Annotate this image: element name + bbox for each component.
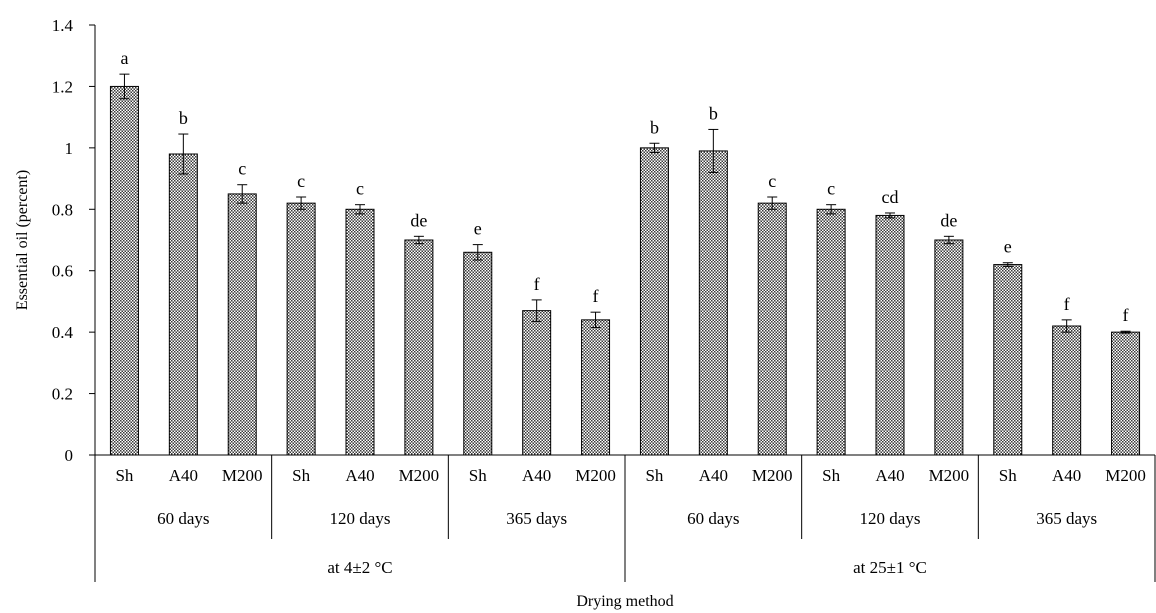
temperature-label: at 4±2 °C — [327, 558, 392, 577]
significance-letter: de — [940, 210, 957, 230]
period-label: 365 days — [1036, 509, 1097, 528]
bar — [463, 251, 493, 456]
significance-letter: b — [650, 117, 659, 137]
x-tick-label: M200 — [222, 466, 263, 485]
x-tick-label: A40 — [522, 466, 551, 485]
x-tick-label: Sh — [822, 466, 840, 485]
bar — [227, 193, 257, 456]
x-tick-label: A40 — [699, 466, 728, 485]
bar — [1111, 331, 1141, 456]
y-tick-label: 0.8 — [52, 200, 73, 219]
y-tick-label: 0.2 — [52, 385, 73, 404]
bar — [345, 208, 375, 456]
significance-letter: c — [238, 159, 246, 179]
significance-letter: f — [1123, 305, 1129, 325]
significance-letter: de — [410, 210, 427, 230]
period-label: 60 days — [157, 509, 209, 528]
significance-letter: f — [593, 286, 599, 306]
y-axis: 0 0.2 0.4 0.6 0.8 1 1.2 1.4 — [52, 16, 96, 465]
y-tick-label: 1.2 — [52, 77, 73, 96]
bar — [639, 147, 669, 456]
bar — [109, 85, 139, 456]
period-label: 60 days — [687, 509, 739, 528]
significance-letter: a — [120, 48, 128, 68]
x-tick-label: M200 — [1105, 466, 1146, 485]
x-tick-label: Sh — [999, 466, 1017, 485]
y-axis-label: Essential oil (percent) — [14, 170, 31, 310]
significance-letter: f — [1064, 294, 1070, 314]
x-tick-label: A40 — [169, 466, 198, 485]
x-axis: Sh A40 M200 60 days Sh A40 M200 120 days Sh A40 M2… — [94, 454, 1156, 582]
significance-letter: f — [534, 274, 540, 294]
significance-letter: c — [768, 171, 776, 191]
period-label: 120 days — [860, 509, 921, 528]
bar — [286, 202, 316, 456]
y-tick-label: 0.6 — [52, 262, 73, 281]
x-tick-label: A40 — [1052, 466, 1081, 485]
y-tick-label: 1 — [65, 139, 74, 158]
significance-letter: c — [297, 171, 305, 191]
significance-letter: e — [1004, 237, 1012, 257]
bar — [875, 214, 905, 456]
significance-letter: b — [179, 108, 188, 128]
x-tick-label: Sh — [292, 466, 310, 485]
bar — [816, 208, 846, 456]
x-tick-label: A40 — [875, 466, 904, 485]
significance-letter: c — [827, 179, 835, 199]
bar — [698, 150, 728, 456]
bar — [168, 153, 198, 456]
x-tick-label: M200 — [399, 466, 440, 485]
x-tick-label: M200 — [752, 466, 793, 485]
x-tick-label: M200 — [929, 466, 970, 485]
x-axis-label: Drying method — [576, 593, 673, 610]
bar — [404, 239, 434, 456]
bars: a b c c c de e f f b b c c cd de e f f — [109, 48, 1141, 456]
bar — [581, 319, 611, 456]
period-label: 365 days — [506, 509, 567, 528]
significance-letter: c — [356, 179, 364, 199]
period-label: 120 days — [330, 509, 391, 528]
y-tick-label: 0 — [65, 446, 74, 465]
x-tick-label: Sh — [115, 466, 133, 485]
y-tick-label: 0.4 — [52, 323, 74, 342]
bar — [993, 264, 1023, 456]
x-tick-label: A40 — [345, 466, 374, 485]
x-tick-label: M200 — [575, 466, 616, 485]
x-tick-label: Sh — [645, 466, 663, 485]
significance-letter: e — [474, 219, 482, 239]
bar — [522, 310, 552, 456]
y-tick-label: 1.4 — [52, 16, 74, 35]
significance-letter: cd — [882, 187, 899, 207]
bar — [757, 202, 787, 456]
significance-letter: b — [709, 103, 718, 123]
bar — [934, 239, 964, 456]
bar — [1052, 325, 1082, 456]
x-tick-label: Sh — [469, 466, 487, 485]
temperature-label: at 25±1 °C — [853, 558, 927, 577]
